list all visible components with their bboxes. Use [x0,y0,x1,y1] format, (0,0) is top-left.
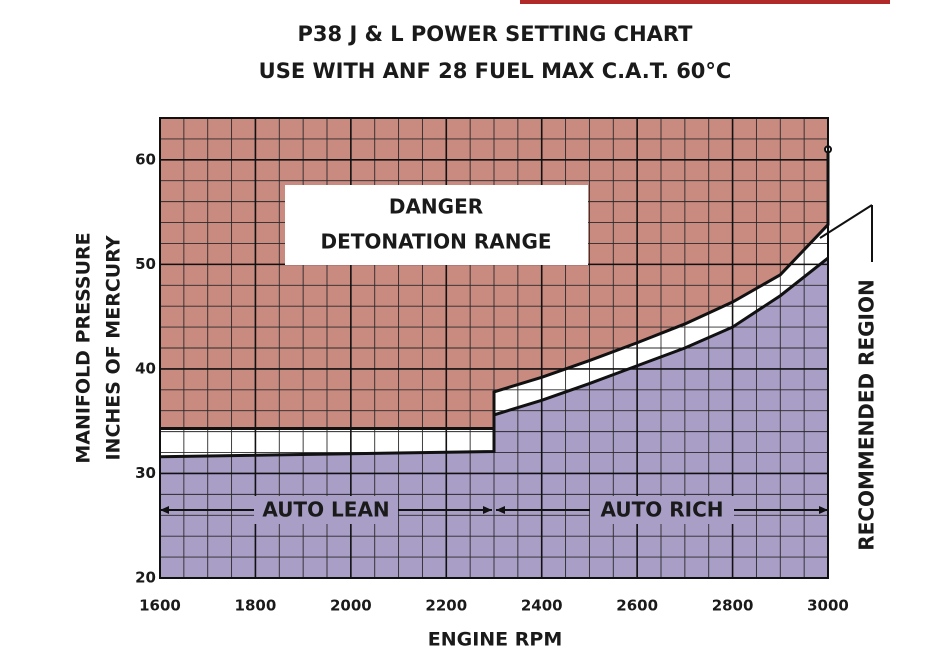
rich-label-bg [590,496,734,524]
x-tick-label: 2200 [425,597,467,615]
y-axis-label: INCHES OF MERCURY [103,235,125,460]
danger-box [285,185,588,265]
leader-line [819,204,873,239]
chart-title: P38 J & L POWER SETTING CHART [298,22,694,46]
x-tick-label: 2600 [616,597,658,615]
x-tick-label: 2000 [330,597,372,615]
danger-label: DETONATION RANGE [320,230,551,254]
chart-subtitle: USE WITH ANF 28 FUEL MAX C.A.T. 60°C [259,59,732,83]
top-rule [520,0,890,4]
x-axis-label: ENGINE RPM [428,629,563,651]
y-axis-label: MANIFOLD PRESSURE [73,232,95,463]
rich-arrowhead [496,506,505,514]
x-tick-label: 2400 [521,597,563,615]
x-tick-label: 2800 [712,597,754,615]
recommended-label: RECOMMENDED REGION [855,279,879,550]
x-tick-label: 3000 [807,597,849,615]
rich-label: AUTO RICH [601,498,724,522]
y-tick-label: 50 [135,255,156,273]
plot: DANGER DETONATION RANGE AUTO LEAN AUTO RICH [159,117,832,579]
boundary-line [159,256,829,459]
y-tick-label: 40 [135,359,156,377]
lean-arrowhead [160,506,169,514]
lean-label-bg [254,496,398,524]
y-tick-label: 20 [135,569,156,587]
y-tick-label: 60 [135,150,156,168]
y-tick-label: 30 [135,464,156,482]
lean-arrowhead [483,506,492,514]
danger-label: DANGER [389,195,483,219]
rich-arrowhead [819,506,828,514]
x-tick-label: 1600 [139,597,181,615]
lean-label: AUTO LEAN [262,498,389,522]
x-tick-label: 1800 [235,597,277,615]
